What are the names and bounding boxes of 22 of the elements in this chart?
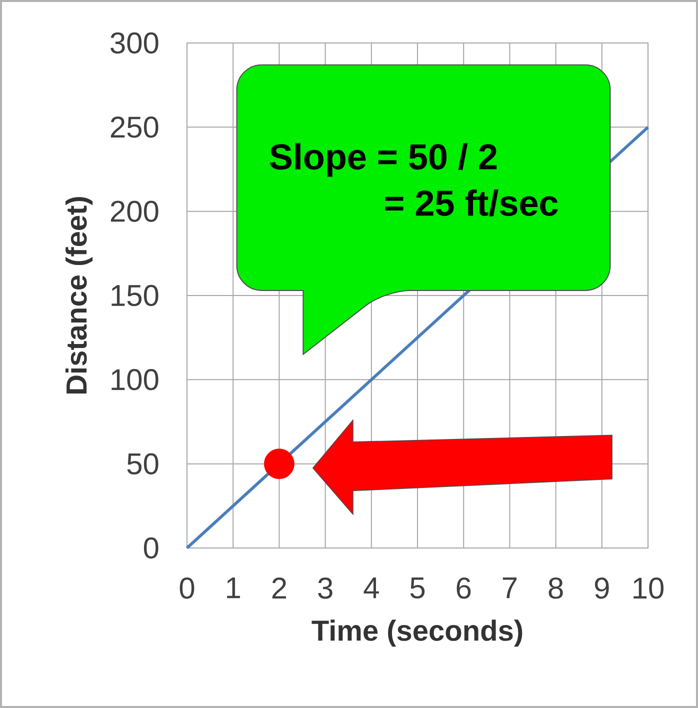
y-tick-label: 100 (112, 369, 158, 390)
x-tick-label: 7 (502, 578, 517, 598)
y-tick-label: 150 (112, 284, 158, 306)
x-tick-label: 10 (634, 578, 664, 599)
annotation: = 25 ft/sec (385, 190, 558, 216)
y-axis-title: Distance (feet) (66, 197, 93, 394)
y-tick-label: 50 (127, 453, 158, 474)
annotation: Slope = 50 / 2 (270, 143, 497, 177)
y-tick-label: 200 (110, 200, 158, 222)
x-tick-label: 2 (272, 578, 286, 598)
y-tick-label: 0 (144, 537, 158, 559)
x-tick-label: 6 (456, 578, 471, 599)
x-tick-label: 1 (227, 578, 240, 598)
x-tick-label: 5 (410, 578, 425, 598)
x-tick-label: 3 (318, 578, 332, 599)
x-tick-label: 4 (364, 578, 379, 598)
x-axis-title: Time (seconds) (312, 620, 522, 647)
y-tick-label: 300 (110, 32, 158, 54)
x-tick-label: 9 (594, 578, 609, 599)
x-tick-label: 8 (548, 578, 563, 599)
y-tick-label: 250 (110, 116, 158, 138)
x-tick-label: 0 (180, 578, 194, 599)
